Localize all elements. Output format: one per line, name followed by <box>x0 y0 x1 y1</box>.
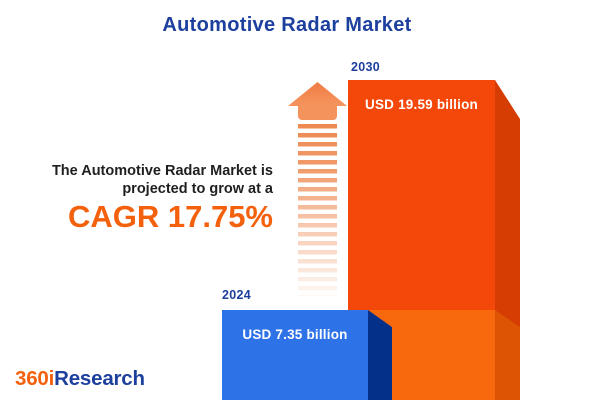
bar-2030-value-label: USD 19.59 billion <box>365 97 478 112</box>
brand-logo-part1: 360i <box>15 367 55 390</box>
brand-logo: 360iResearch <box>15 367 145 391</box>
page-title: Automotive Radar Market <box>162 14 412 36</box>
bar-2024-year-label: 2024 <box>222 288 252 302</box>
brand-logo-part2: Research <box>54 367 145 390</box>
bar-2030-overlap-side-face <box>495 310 520 400</box>
bar-2024-front-face <box>222 310 368 400</box>
growth-annotation-line2: projected to grow at a <box>122 180 273 197</box>
bar-2030-year-label: 2030 <box>351 60 381 74</box>
growth-annotation: The Automotive Radar Market is projected… <box>52 163 273 198</box>
growth-annotation-line1: The Automotive Radar Market is <box>51 163 273 179</box>
arrow-neck <box>298 105 337 120</box>
bar-2024-side-face <box>368 310 392 400</box>
arrow-stripes <box>298 124 337 296</box>
arrow-head <box>288 82 347 106</box>
bar-2024-value-label: USD 7.35 billion <box>242 327 348 342</box>
cagr-value: CAGR 17.75% <box>67 199 273 234</box>
